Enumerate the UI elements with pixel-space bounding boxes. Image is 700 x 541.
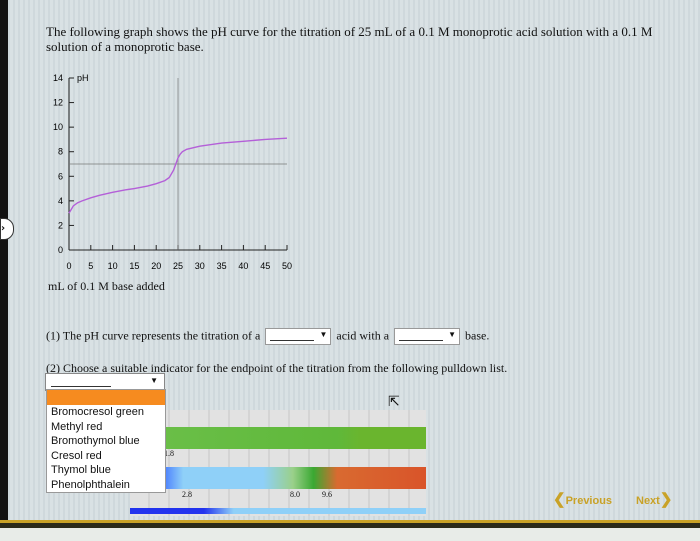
y-tick-label: 12 — [53, 98, 63, 108]
y-tick-label: 0 — [58, 245, 63, 255]
range-label: 1.8 — [164, 449, 174, 458]
side-expand-button[interactable]: › — [0, 218, 14, 240]
screen-edge — [0, 0, 8, 541]
base-strength-select[interactable]: ▼ — [394, 328, 461, 345]
bottom-bar — [0, 520, 700, 541]
x-tick-label: 10 — [108, 261, 118, 271]
x-tick-label: 50 — [282, 261, 292, 271]
x-tick-label: 30 — [195, 261, 205, 271]
y-tick-label: 10 — [53, 122, 63, 132]
chevron-right-icon: › — [1, 223, 6, 234]
question-2: (2) Choose a suitable indicator for the … — [46, 361, 508, 375]
x-tick-label: 35 — [217, 261, 227, 271]
q1-prefix: (1) The pH curve represents the titratio… — [46, 328, 261, 343]
y-tick-label: 6 — [58, 171, 63, 181]
dropdown-arrow-icon: ▼ — [448, 330, 457, 339]
question-intro: The following graph shows the pH curve f… — [46, 24, 653, 54]
x-tick-label: 15 — [129, 261, 139, 271]
x-tick-label: 40 — [238, 261, 248, 271]
next-label: Next — [636, 495, 660, 507]
q1-middle: acid with a — [336, 328, 390, 343]
acid-strength-select[interactable]: ▼ — [265, 328, 332, 345]
chevron-right-icon: ❯ — [659, 491, 673, 508]
option-blank-highlighted[interactable] — [47, 390, 165, 405]
range-label: 2.8 — [182, 490, 192, 499]
q1-suffix: base. — [465, 328, 490, 343]
range-label: 9.6 — [322, 490, 332, 499]
question-1: (1) The pH curve represents the titratio… — [46, 328, 489, 345]
dropdown-arrow-icon: ▼ — [319, 330, 328, 339]
x-tick-label: 45 — [260, 261, 270, 271]
option-bromothymol-blue[interactable]: Bromothymol blue — [51, 435, 140, 447]
y-tick-label: 14 — [53, 73, 63, 83]
x-tick-label: 25 — [173, 261, 183, 271]
indicator-range-chart: 1.8 2.8 8.0 9.6 — [130, 410, 426, 516]
option-methyl-red[interactable]: Methyl red — [51, 420, 103, 433]
y-tick-label: 2 — [58, 220, 63, 230]
y-tick-label: 4 — [58, 196, 63, 206]
y-axis-label: pH — [77, 73, 89, 83]
ph-curve-chart: 0 5 10 15 20 25 30 35 40 45 50 0 2 4 6 8 10 12 14 pH — [53, 73, 292, 271]
indicator-options-list: Bromocresol green Methyl red Bromothymol… — [46, 389, 166, 493]
indicator-bar-multicolor — [130, 467, 426, 489]
indicator-bar-green — [130, 427, 426, 449]
ph-curve-line — [68, 137, 288, 214]
y-tick-label: 8 — [58, 147, 63, 157]
x-tick-label: 20 — [151, 261, 161, 271]
dropdown-arrow-icon: ▼ — [150, 376, 158, 385]
previous-button[interactable]: ❮Previous — [553, 490, 612, 508]
previous-label: Previous — [565, 495, 613, 507]
mouse-cursor-icon: ⇱ — [388, 395, 400, 410]
x-tick-label: 5 — [88, 261, 93, 271]
x-tick-label: 0 — [66, 261, 71, 271]
range-label: 8.0 — [290, 490, 300, 499]
x-axis-label: mL of 0.1 M base added — [48, 279, 165, 293]
option-thymol-blue[interactable]: Thymol blue — [51, 464, 111, 476]
indicator-bar-blue — [130, 508, 426, 514]
chevron-left-icon: ❮ — [553, 491, 566, 508]
option-cresol-red[interactable]: Cresol red — [51, 449, 102, 462]
option-phenolphthalein[interactable]: Phenolphthalein — [51, 478, 130, 491]
option-bromocresol-green[interactable]: Bromocresol green — [51, 406, 144, 418]
next-button[interactable]: Next❯ — [636, 490, 672, 508]
